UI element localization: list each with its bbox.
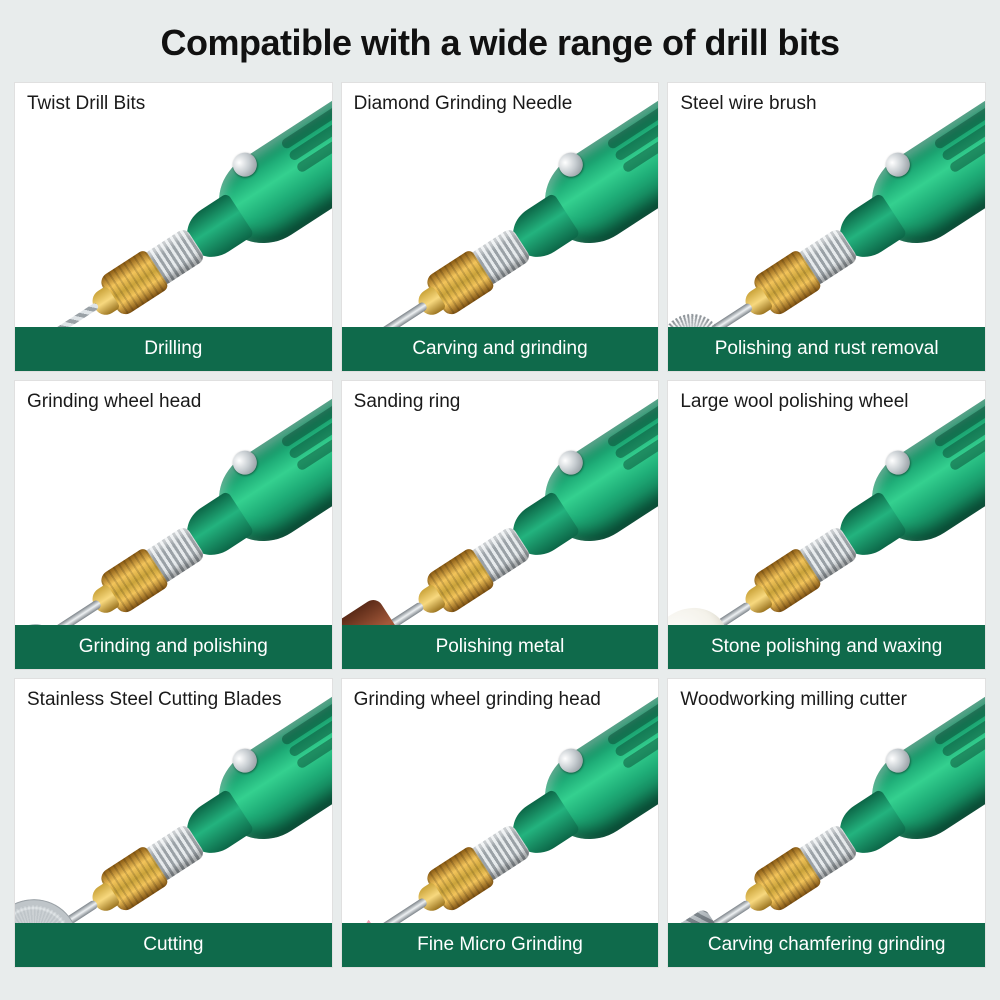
caption: Grinding and polishing <box>15 625 332 669</box>
top-label: Large wool polishing wheel <box>680 391 908 413</box>
illustration <box>668 679 985 923</box>
page-title: Compatible with a wide range of drill bi… <box>10 22 990 64</box>
tool-icon <box>668 83 985 327</box>
card-wire-brush: Steel wire brush Polishing and rust remo… <box>667 82 986 372</box>
illustration <box>15 381 332 625</box>
tool-icon <box>668 679 985 923</box>
tool-icon <box>15 679 332 923</box>
caption: Stone polishing and waxing <box>668 625 985 669</box>
top-label: Diamond Grinding Needle <box>354 93 573 115</box>
illustration <box>15 679 332 923</box>
caption: Carving and grinding <box>342 327 659 371</box>
top-label: Grinding wheel head <box>27 391 201 413</box>
caption: Polishing metal <box>342 625 659 669</box>
top-label: Twist Drill Bits <box>27 93 145 115</box>
card-diamond-needle: Diamond Grinding Needle Carving and grin… <box>341 82 660 372</box>
tool-icon <box>342 381 659 625</box>
caption: Polishing and rust removal <box>668 327 985 371</box>
top-label: Woodworking milling cutter <box>680 689 907 711</box>
card-twist-drill: Twist Drill Bits Drilling <box>14 82 333 372</box>
illustration <box>668 381 985 625</box>
pink-cone-icon <box>342 917 388 923</box>
card-wool-wheel: Large wool polishing wheel Stone polishi… <box>667 380 986 670</box>
caption: Cutting <box>15 923 332 967</box>
top-label: Sanding ring <box>354 391 461 413</box>
tool-icon <box>15 381 332 625</box>
top-label: Stainless Steel Cutting Blades <box>27 689 282 711</box>
tool-icon <box>668 381 985 625</box>
card-grid: Twist Drill Bits DrillingDiamond Grindin… <box>0 82 1000 982</box>
tool-icon <box>342 679 659 923</box>
illustration <box>668 83 985 327</box>
top-label: Grinding wheel grinding head <box>354 689 601 711</box>
tool-icon <box>15 83 332 327</box>
header: Compatible with a wide range of drill bi… <box>0 0 1000 82</box>
card-grind-head: Grinding wheel head Grinding and polishi… <box>14 380 333 670</box>
caption: Carving chamfering grinding <box>668 923 985 967</box>
top-label: Steel wire brush <box>680 93 816 115</box>
grind-head-icon <box>15 616 63 625</box>
caption: Fine Micro Grinding <box>342 923 659 967</box>
caption: Drilling <box>15 327 332 371</box>
card-pink-cone: Grinding wheel grinding head Fine Micro … <box>341 678 660 968</box>
illustration <box>342 83 659 327</box>
illustration <box>15 83 332 327</box>
illustration <box>342 381 659 625</box>
card-milling-cutter: Woodworking milling cutter Carving chamf… <box>667 678 986 968</box>
card-cutting-disc: Stainless Steel Cutting Blades Cutting <box>14 678 333 968</box>
card-sanding-ring: Sanding ring Polishing metal <box>341 380 660 670</box>
tool-icon <box>342 83 659 327</box>
illustration <box>342 679 659 923</box>
cutting-disc-icon <box>15 882 96 923</box>
